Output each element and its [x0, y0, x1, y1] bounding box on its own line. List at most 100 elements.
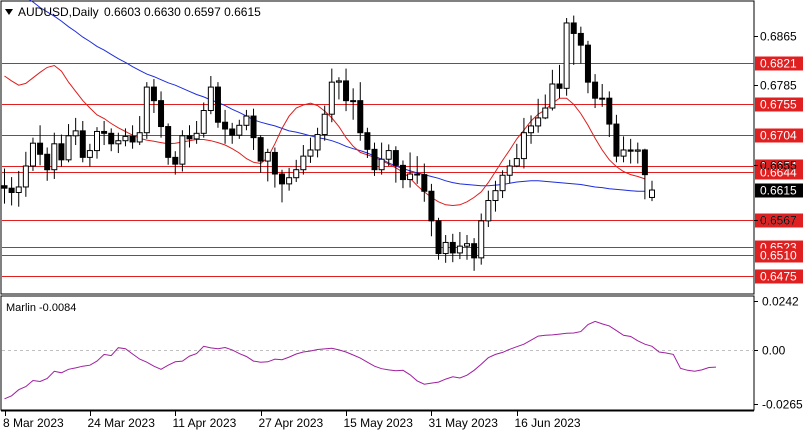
candle-body [570, 22, 577, 34]
indicator-title: Marlin -0.0084 [6, 302, 76, 314]
candle [649, 180, 655, 202]
candle-body [556, 83, 563, 89]
candle-body [293, 169, 300, 179]
candle [549, 69, 556, 111]
candle [492, 180, 499, 212]
candle [300, 145, 307, 175]
candle [442, 235, 449, 263]
candle [321, 105, 328, 141]
indicator-panel-frame [0, 295, 755, 411]
candle [577, 26, 584, 64]
indicator-tick-label: -0.0265 [762, 398, 803, 412]
candle-body [207, 86, 214, 112]
candle [506, 159, 513, 184]
candle-body [549, 83, 556, 109]
candle [186, 125, 193, 148]
candle-body [65, 135, 72, 161]
candle-body [79, 130, 86, 158]
candle [29, 137, 36, 171]
candle [158, 91, 165, 138]
candle-body [222, 121, 229, 130]
candle [122, 128, 129, 147]
level-price-label: 0.6821 [760, 57, 797, 71]
candle [293, 159, 300, 183]
candle-body [321, 113, 328, 136]
candle-body [506, 165, 513, 176]
candle-body [236, 124, 243, 136]
price-tick-label: 0.6567 [760, 214, 797, 228]
candle [449, 233, 456, 263]
candle-body [165, 126, 172, 158]
candle [65, 124, 72, 163]
candle [520, 117, 527, 169]
price-panel-frame [0, 0, 755, 295]
candle-body [350, 100, 357, 103]
candle-body [584, 44, 591, 83]
candle [513, 143, 520, 168]
candle [535, 98, 542, 133]
candle [101, 120, 108, 146]
candle-body [435, 220, 442, 255]
candle-body [385, 150, 392, 160]
candle-body [94, 130, 100, 152]
marlin-line [4, 320, 717, 400]
candle-body [186, 135, 193, 140]
candle [620, 136, 627, 163]
candle [634, 142, 641, 164]
level-price-tag [755, 213, 803, 228]
candle [8, 177, 15, 206]
candle [499, 170, 506, 199]
candle-body [257, 137, 264, 162]
candle [414, 156, 421, 184]
candle-body [392, 150, 399, 166]
candle-body [193, 132, 200, 140]
candle [264, 148, 271, 182]
current-price-label: 0.6615 [760, 184, 797, 198]
candle [165, 123, 172, 165]
candle [357, 82, 364, 141]
triangle-down-icon[interactable] [5, 9, 13, 15]
candle-body [513, 158, 520, 167]
candle-body [620, 149, 627, 157]
candle-body [634, 149, 641, 152]
candle-body [44, 153, 51, 171]
candle [528, 115, 535, 144]
candle [435, 217, 442, 260]
candle-body [214, 86, 221, 123]
candle-body [15, 186, 22, 194]
indicator-tick-label: 0.0242 [762, 295, 799, 309]
candle-body [279, 173, 285, 185]
candle-body [449, 241, 456, 254]
candle-body [29, 142, 36, 167]
candle [392, 146, 399, 183]
candle [250, 108, 257, 150]
candle [79, 120, 86, 163]
candle [286, 167, 293, 191]
candle-body [627, 149, 634, 152]
candle-body [243, 115, 250, 126]
ohlc-readout: 0.6603 0.6630 0.6597 0.6615 [104, 5, 261, 19]
candle [385, 144, 392, 166]
level-price-tag [755, 97, 803, 112]
level-price-tag [755, 165, 803, 180]
candle-body [613, 123, 620, 157]
indicator-tick-label: 0.00 [762, 344, 786, 358]
candle [15, 170, 22, 207]
candle [51, 132, 58, 179]
candle-body [471, 243, 478, 259]
candle [1, 168, 8, 204]
candle-body [606, 97, 613, 125]
candle-body [335, 80, 342, 83]
time-tick-label: 8 Mar 2023 [3, 416, 64, 430]
candle-body [464, 243, 470, 247]
candle-body [200, 110, 207, 134]
candle-body [150, 86, 157, 102]
candle [200, 102, 207, 138]
time-tick-label: 11 Apr 2023 [173, 416, 237, 430]
candle [279, 169, 285, 203]
candle [421, 163, 428, 202]
candle-body [520, 132, 527, 160]
level-price-tag [755, 248, 803, 263]
candle-body [414, 173, 421, 176]
